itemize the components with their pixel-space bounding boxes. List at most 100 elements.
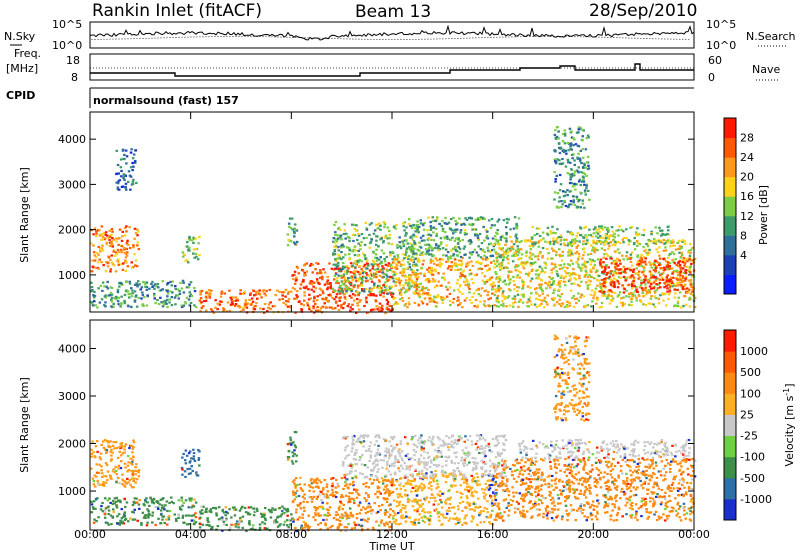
power-cell-6	[372, 232, 376, 235]
power-cell-9	[544, 262, 547, 265]
velocity-cell-0	[108, 474, 112, 477]
power-cell-9	[594, 247, 597, 250]
power-cell-7	[471, 295, 474, 298]
power-cell-8	[410, 251, 413, 254]
power-cell-9	[527, 274, 530, 278]
power-cell-5	[318, 282, 321, 285]
power-cell-9	[643, 288, 646, 291]
power-cell-9	[556, 283, 559, 286]
velocity-cell-0	[98, 456, 102, 459]
velocity-cell-1	[189, 499, 193, 502]
power-cell-8	[463, 232, 467, 235]
power-cell-5	[385, 307, 388, 310]
velocity-cell-1	[184, 499, 188, 502]
power-cell-6	[378, 224, 382, 227]
power-cell-9	[650, 262, 654, 265]
power-cell-12	[580, 162, 583, 165]
power-cell-8	[481, 248, 485, 251]
power-cell-9	[513, 298, 517, 301]
power-cell-9	[688, 254, 692, 257]
power-cell-8	[468, 256, 471, 259]
power-cell-8	[432, 231, 435, 234]
power-cell-8	[462, 222, 465, 225]
power-cell-9	[629, 240, 632, 243]
velocity-cell-3	[200, 509, 204, 512]
velocity-cell-0	[102, 484, 106, 487]
power-cell-5	[356, 270, 360, 273]
power-cell-3	[232, 296, 235, 299]
power-cell-6	[412, 223, 415, 227]
velocity-cell-5	[303, 497, 306, 500]
velocity-cell-0	[137, 469, 141, 472]
velocity-cell-1	[157, 507, 160, 510]
power-cell-8	[503, 237, 507, 240]
power-cell-0	[115, 240, 118, 243]
power-cell-6	[340, 246, 343, 249]
power-cell-8	[491, 254, 495, 257]
power-cell-9	[590, 260, 593, 263]
power-cell-9	[529, 254, 533, 257]
power-cell-5	[316, 309, 320, 312]
velocity-cell-6	[448, 503, 452, 506]
power-cell-0	[101, 244, 104, 247]
power-cell-13	[119, 158, 123, 161]
power-cell-9	[667, 254, 671, 257]
power-cell-11	[645, 242, 648, 246]
velocity-cell-1	[107, 509, 111, 512]
power-cell-3	[204, 299, 208, 303]
power-cell-9	[513, 288, 516, 291]
power-cell-6	[339, 245, 343, 248]
velocity-cell-5	[357, 523, 361, 527]
velocity-cell-1	[118, 522, 122, 525]
power-cell-6	[340, 280, 344, 283]
power-cell-6	[340, 268, 344, 271]
power-cell-9	[596, 274, 599, 277]
power-cell-1	[166, 305, 169, 309]
power-cell-7	[489, 283, 492, 286]
power-cell-9	[502, 280, 505, 284]
power-cell-6	[351, 223, 354, 226]
power-cell-7	[403, 304, 407, 307]
power-cell-6	[363, 270, 366, 273]
velocity-cell-0	[131, 471, 135, 474]
power-cell-12	[558, 196, 561, 199]
velocity-cell-5	[348, 492, 351, 495]
power-cell-8	[486, 237, 490, 240]
power-cell-6	[360, 277, 363, 280]
power-cell-12	[572, 199, 575, 202]
power-cell-9	[574, 252, 577, 255]
velocity-cell-5	[377, 481, 381, 484]
power-cell-8	[474, 234, 477, 237]
power-cell-6	[357, 232, 360, 235]
power-cell-10	[663, 268, 667, 271]
power-cell-6	[416, 269, 419, 272]
power-cell-9	[678, 291, 682, 294]
power-cell-10	[658, 281, 662, 285]
power-cell-5	[329, 285, 332, 288]
power-cell-6	[410, 279, 413, 282]
velocity-cell-0	[129, 462, 133, 465]
power-cell-5	[328, 262, 331, 265]
power-cell-11	[553, 241, 556, 244]
velocity-cell-1	[143, 515, 147, 518]
power-cell-1	[101, 289, 104, 292]
power-cell-7	[458, 285, 462, 288]
velocity-cell-6	[418, 513, 421, 516]
velocity-cell-0	[115, 469, 118, 473]
power-cell-9	[665, 304, 668, 307]
power-cell-1	[110, 287, 114, 290]
velocity-cell-5	[386, 511, 389, 514]
power-cell-1	[133, 290, 137, 293]
velocity-cell-3	[215, 514, 218, 517]
power-cell-9	[573, 298, 577, 301]
velocity-cell-5	[387, 492, 391, 495]
power-cell-9	[640, 264, 643, 268]
power-cell-9	[602, 256, 605, 259]
power-cell-12	[568, 173, 572, 176]
velocity-cell-0	[129, 483, 132, 486]
power-cell-0	[104, 237, 107, 240]
power-cell-10	[655, 283, 658, 286]
power-cell-3	[254, 293, 258, 296]
power-cell-1	[165, 302, 168, 305]
power-cell-7	[430, 300, 433, 303]
